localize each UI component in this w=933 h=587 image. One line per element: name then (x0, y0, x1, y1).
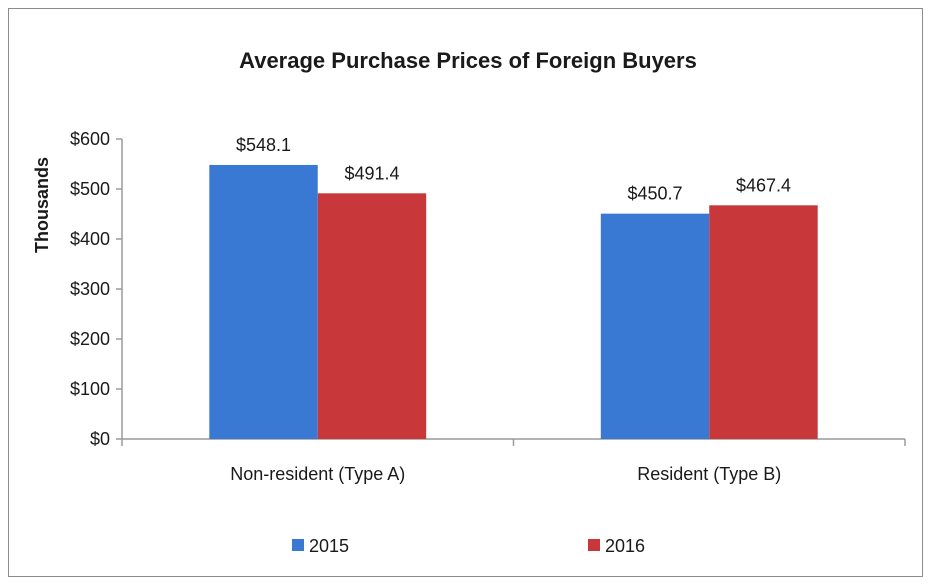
legend-label-2015: 2015 (309, 536, 349, 556)
legend-swatch-2015 (292, 539, 304, 551)
legend-swatch-2016 (588, 539, 600, 551)
x-ticks (121, 439, 906, 446)
y-tick-label: $0 (90, 429, 110, 449)
category-label: Non-resident (Type A) (230, 464, 405, 484)
y-tick-label: $500 (70, 179, 110, 199)
y-tick-label: $300 (70, 279, 110, 299)
y-tick-label: $100 (70, 379, 110, 399)
y-ticks: $0 $100 $200 $300 $400 $500 $600 (70, 129, 122, 449)
bars (209, 164, 818, 439)
bar-2015-1 (209, 164, 318, 439)
legend-label-2016: 2016 (605, 536, 645, 556)
data-label: $548.1 (236, 135, 291, 155)
bar-2016-1 (317, 193, 427, 439)
category-labels: Non-resident (Type A) Resident (Type B) (230, 464, 781, 484)
y-tick-label: $600 (70, 129, 110, 149)
data-label: $467.4 (736, 175, 791, 195)
bar-2016-2 (709, 205, 818, 439)
y-tick-label: $400 (70, 229, 110, 249)
chart-title: Average Purchase Prices of Foreign Buyer… (239, 48, 697, 73)
data-label: $491.4 (344, 163, 399, 183)
y-tick-label: $200 (70, 329, 110, 349)
legend: 2015 2016 (292, 536, 645, 556)
y-axis-title: Thousands (32, 157, 52, 253)
data-labels: $548.1 $491.4 $450.7 $467.4 (236, 135, 791, 204)
category-label: Resident (Type B) (637, 464, 781, 484)
data-label: $450.7 (627, 184, 682, 204)
bar-2015-2 (600, 213, 710, 439)
